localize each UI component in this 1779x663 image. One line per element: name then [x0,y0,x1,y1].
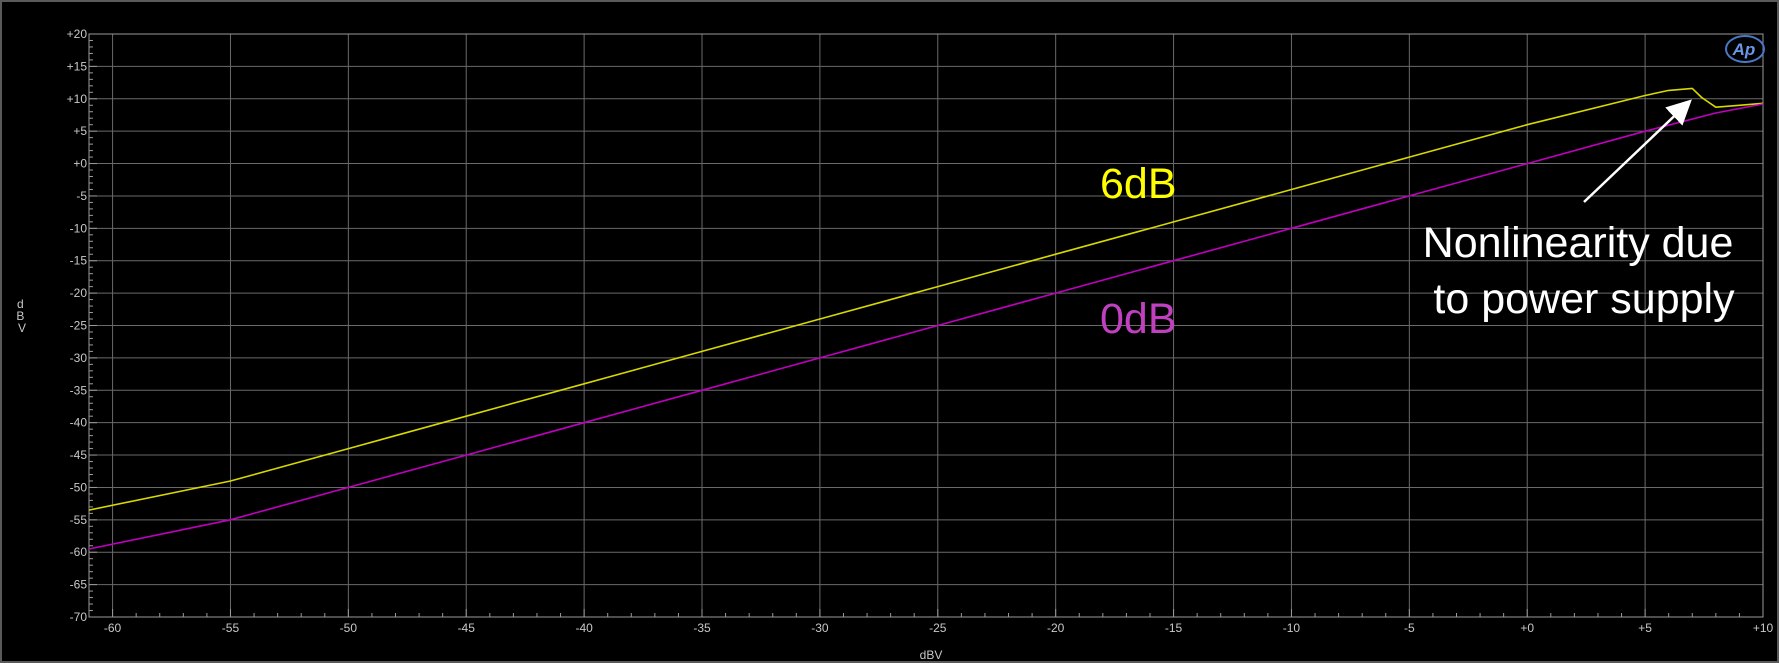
y-tick-label: -35 [70,383,88,397]
x-tick-label: -5 [1404,621,1415,635]
y-tick-label: -10 [70,221,88,235]
y-tick-label: +15 [67,59,88,73]
x-tick-label: -55 [222,621,240,635]
series-line-0db [88,103,1764,550]
y-tick-label: -15 [70,254,88,268]
y-tick-label: +5 [73,124,87,138]
y-tick-label: +0 [73,157,87,171]
x-tick-label: -25 [929,621,947,635]
ap-logo-text: Ap [1732,40,1756,59]
y-tick-label: -50 [70,480,88,494]
x-tick-label: +10 [1753,621,1774,635]
series [88,87,1764,550]
y-tick-label: -65 [70,578,88,592]
x-tick-label: -15 [1165,621,1183,635]
y-tick-label: -25 [70,319,88,333]
annotation-6db: 6dB [1100,160,1177,208]
y-tick-label: -40 [70,416,88,430]
x-tick-label: -50 [340,621,358,635]
y-tick-label: +20 [67,27,88,41]
x-tick-label: +5 [1638,621,1652,635]
y-axis-title-letter: d [17,297,24,311]
x-axis-title: dBV [920,648,943,662]
x-tick-labels: -60 -55 -50 -45 -40 -35 -30 -25 -20 -15 -10 -5 +0 +5 +… [104,621,1774,635]
x-tick-label: -10 [1283,621,1301,635]
x-tick-label: -60 [104,621,122,635]
annotation-nonlinearity-line-1: Nonlinearity due [1423,219,1734,267]
y-tick-labels: +20 +15 +10 +5 +0 -5 -10 -15 -20 -25 -30 -35 -40 -45 -… [67,27,88,624]
annotation-arrow [1583,99,1692,203]
x-tick-label: -30 [811,621,829,635]
annotation-0db: 0dB [1100,295,1177,343]
annotation-nonlinearity-line-2: to power supply [1433,275,1735,323]
grid [89,33,1764,618]
y-tick-label: -70 [70,610,88,624]
y-tick-label: -5 [76,189,87,203]
x-tick-label: +0 [1520,621,1534,635]
x-tick-label: -40 [575,621,593,635]
plot-frame [88,33,1764,618]
y-axis-title-letter: V [18,321,26,335]
y-axis-title-letter: B [16,309,24,323]
ap-logo: Ap [1725,35,1765,63]
x-tick-label: -20 [1047,621,1065,635]
y-tick-label: +10 [67,92,88,106]
x-tick-label: -35 [693,621,711,635]
y-tick-label: -45 [70,448,88,462]
series-line-6db [88,87,1764,511]
y-axis-title: d B V [16,297,27,335]
y-tick-label: -30 [70,351,88,365]
y-tick-label: -55 [70,513,88,527]
y-tick-label: -60 [70,545,88,559]
x-tick-label: -45 [458,621,476,635]
y-tick-label: -20 [70,286,88,300]
annotation-nonlinearity: Nonlinearity due to power supply [1423,219,1746,323]
minor-ticks [88,33,1764,618]
